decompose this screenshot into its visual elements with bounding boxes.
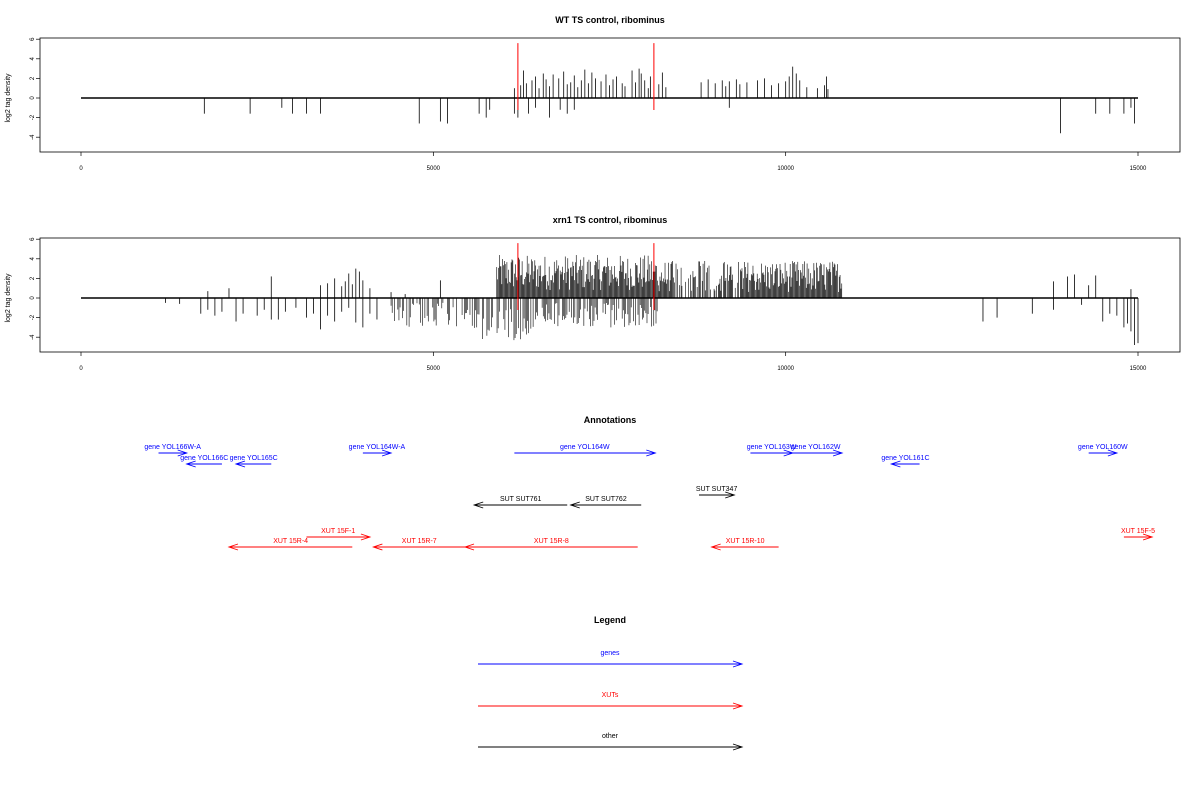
annotation-arrow-head [889,460,901,468]
annotation-arrow-head [710,543,721,551]
annotation-arrow-head [569,501,580,509]
annotation-arrow-head [360,533,372,541]
annotation-label: gene YOL164W-A [349,444,406,451]
annotation-arrow-head [725,491,736,499]
x-tick-label: 0 [79,166,83,172]
annotation-label: gene YOL163W [747,444,797,451]
y-tick-label: -2 [30,114,36,120]
y-tick-label: 2 [30,276,36,280]
legend-arrow-head [732,660,744,668]
legend-label: XUTs [602,692,619,699]
annotation-arrow-head [234,460,246,468]
annotation-arrow-head [472,501,484,509]
annotation-label: gene YOL165C [230,455,278,462]
annotation-label: XUT 15R-10 [726,538,765,545]
legend-panel: Legend genes XUTs other [478,615,744,751]
xrn1-track-panel: xrn1 TS control, ribominus log2 tag densi… [5,215,1181,372]
annotation-arrow-head [372,543,383,551]
annotation-label: SUT SUT347 [696,486,738,493]
legend-title: Legend [594,615,626,625]
annotation-label: SUT SUT762 [585,496,627,503]
y-tick-label: 4 [30,56,36,60]
annotation-label: gene YOL166C [180,455,228,462]
annotation-arrow-head [185,460,196,468]
legend-label: genes [600,650,620,657]
y-tick-label: 6 [30,37,36,41]
chart-title: WT TS control, ribominus [555,15,665,25]
annotation-label: gene YOL166W-A [144,444,201,451]
annotations-title: Annotations [584,415,637,425]
annotation-arrow-head [1107,449,1119,457]
x-tick-label: 5000 [427,166,441,172]
y-tick-label: 4 [30,256,36,260]
annotation-label: gene YOL160W [1078,444,1128,451]
x-tick-label: 15000 [1130,366,1147,372]
annotation-label: gene YOL161C [881,455,929,462]
legend-arrow-head [732,743,744,751]
y-axis-label: log2 tag density [5,73,12,123]
x-tick-label: 15000 [1130,166,1147,172]
x-tick-label: 0 [79,366,83,372]
annotation-label: gene YOL162W [791,444,841,451]
legend-label: other [602,733,619,740]
annotation-label: XUT 15F-1 [321,528,355,535]
annotation-arrow-head [227,543,239,551]
plot-frame [39,37,1181,153]
legend-arrow-head [732,702,744,710]
x-tick-label: 5000 [427,366,441,372]
y-tick-label: -2 [30,314,36,320]
y-tick-label: 0 [30,96,36,100]
annotation-label: XUT 15R-8 [534,538,569,545]
annotation-arrow-head [381,449,393,457]
annotation-label: XUT 15R-7 [402,538,437,545]
y-tick-label: 0 [30,296,36,300]
x-tick-label: 10000 [777,366,794,372]
annotation-arrow-head [177,449,189,457]
y-axis-label: log2 tag density [5,273,12,323]
chart-title: xrn1 TS control, ribominus [553,215,668,225]
annotation-arrow-head [1142,533,1154,541]
annotation-arrow-head [646,449,657,457]
annotation-label: XUT 15F-5 [1121,528,1155,535]
x-tick-label: 10000 [777,166,794,172]
annotation-label: SUT SUT761 [500,496,542,503]
annotation-arrow-head [463,543,475,551]
y-tick-label: -4 [30,134,36,140]
annotation-arrow-head [832,449,844,457]
wt-track-panel: WT TS control, ribominus log2 tag density… [5,15,1181,172]
annotation-label: XUT 15R-4 [273,538,308,545]
plot-frame [39,237,1181,353]
y-tick-label: -4 [30,334,36,340]
annotation-label: gene YOL164W [560,444,610,451]
y-tick-label: 6 [30,237,36,241]
y-tick-label: 2 [30,76,36,80]
